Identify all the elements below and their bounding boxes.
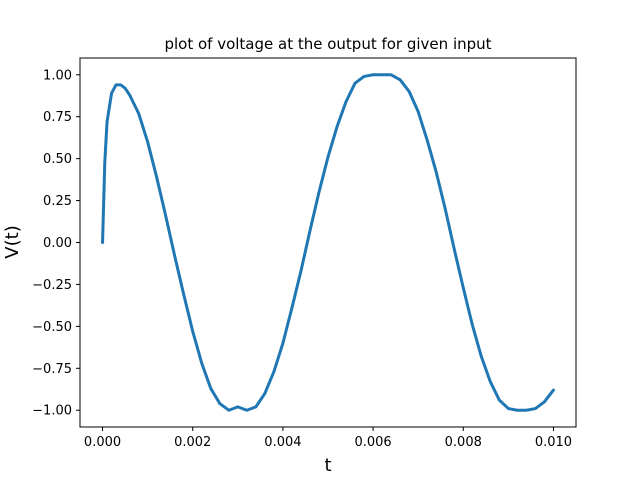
y-tick-label: 0.75 <box>43 110 72 125</box>
y-tick-label: 0.50 <box>43 152 72 167</box>
data-point <box>335 125 339 128</box>
data-point <box>110 92 113 95</box>
data-point <box>344 100 348 103</box>
data-point <box>426 138 429 142</box>
data-point <box>299 269 303 273</box>
data-point <box>146 140 149 144</box>
data-point <box>471 323 474 326</box>
data-point <box>209 387 212 390</box>
data-point <box>362 75 366 78</box>
data-point <box>128 93 131 97</box>
data-point <box>552 388 555 392</box>
data-point <box>462 286 465 289</box>
data-point <box>543 400 546 404</box>
x-tick-label: 0.000 <box>84 435 121 450</box>
data-point <box>380 73 384 76</box>
x-tick-label: 0.008 <box>445 435 482 450</box>
data-point <box>114 83 118 87</box>
x-tick-label: 0.002 <box>174 435 211 450</box>
data-point <box>155 175 158 179</box>
data-point <box>101 241 104 244</box>
data-point <box>489 380 492 383</box>
x-tick-label: 0.006 <box>354 435 391 450</box>
data-point <box>218 402 221 405</box>
y-tick-label: 0.25 <box>43 194 72 209</box>
y-tick-label: −0.25 <box>32 278 72 293</box>
data-point <box>236 405 240 409</box>
data-point <box>525 409 528 412</box>
data-point <box>173 254 176 258</box>
data-point <box>272 370 276 373</box>
data-point <box>105 120 109 123</box>
data-point <box>123 86 127 90</box>
data-point <box>290 306 294 310</box>
y-axis-label: V(t) <box>2 225 23 258</box>
data-point <box>416 110 420 113</box>
data-point <box>453 248 456 251</box>
data-point <box>444 207 447 211</box>
x-tick-label: 0.010 <box>535 435 572 450</box>
data-point <box>398 78 402 82</box>
data-point <box>353 81 357 85</box>
axes-frame <box>79 57 577 428</box>
data-point <box>326 155 330 159</box>
data-point <box>191 330 194 333</box>
y-tick-label: 1.00 <box>43 68 72 83</box>
data-point <box>317 190 321 194</box>
data-point <box>308 229 312 232</box>
data-point <box>164 214 167 217</box>
data-point <box>507 407 510 410</box>
y-tick-label: −0.75 <box>32 362 72 377</box>
data-point <box>389 73 393 76</box>
data-point <box>371 73 375 76</box>
data-point <box>534 407 537 410</box>
data-point <box>281 341 285 345</box>
data-point <box>263 392 267 395</box>
y-tick-label: −1.00 <box>32 404 72 419</box>
data-point <box>498 398 501 402</box>
y-tick-label: −0.50 <box>32 320 72 335</box>
data-point <box>227 409 230 412</box>
data-point <box>480 355 483 358</box>
x-axis-label: t <box>324 455 331 476</box>
data-point <box>254 405 258 409</box>
data-point <box>435 170 438 174</box>
chart-title: plot of voltage at the output for given … <box>164 35 491 53</box>
data-point <box>516 409 519 412</box>
x-tick-label: 0.004 <box>264 435 301 450</box>
plot-area <box>80 58 576 427</box>
data-point <box>182 293 185 296</box>
data-point <box>407 90 411 93</box>
data-point <box>137 112 140 115</box>
data-point <box>119 83 122 87</box>
y-tick-label: 0.00 <box>43 236 72 251</box>
data-point <box>245 409 249 412</box>
data-point <box>200 362 203 365</box>
data-point <box>103 160 107 164</box>
